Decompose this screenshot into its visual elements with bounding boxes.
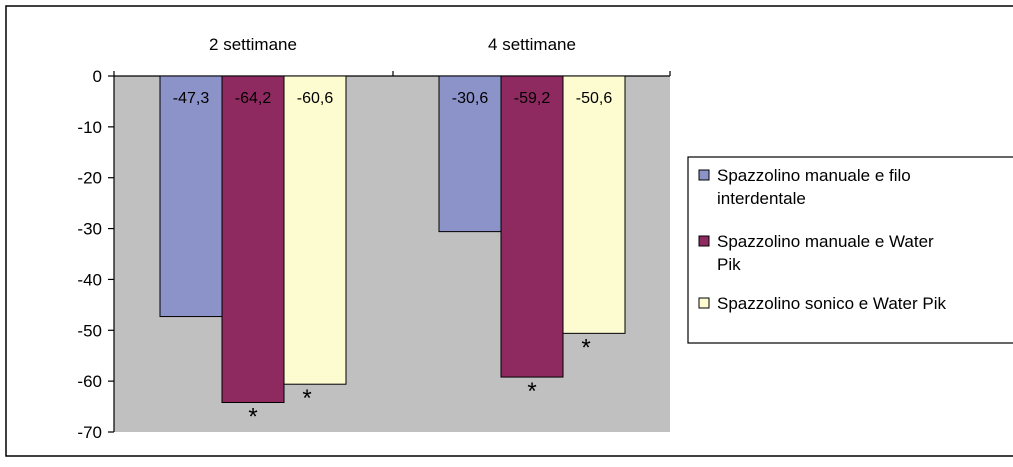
legend-box [687,156,1013,344]
y-tick-label: -40 [77,270,102,289]
bar-value-label: -50,6 [576,90,613,107]
bar [500,75,564,378]
legend-label: Spazzolino sonico e Water Pik [717,294,946,313]
bar [283,75,347,385]
x-category-label: 2 settimane [209,35,297,54]
bar [562,75,626,334]
significance-marker: * [248,404,257,431]
legend-label: Spazzolino manuale e Water [717,232,934,251]
legend-label: Pik [717,255,741,274]
legend-swatch [698,169,710,181]
y-tick-label: 0 [93,67,102,86]
legend-swatch [698,297,710,309]
bar-value-label: -47,3 [173,90,210,107]
bar [438,75,502,233]
x-category-label: 4 settimane [488,35,576,54]
bar-value-label: -60,6 [297,90,334,107]
y-tick-label: -20 [77,169,102,188]
y-tick-label: -10 [77,118,102,137]
significance-marker: * [527,378,536,405]
bar-value-label: -30,6 [452,90,489,107]
bar-value-label: -59,2 [514,90,551,107]
significance-marker: * [302,385,311,412]
y-tick-label: -70 [77,423,102,442]
bar [221,75,285,404]
bar [159,75,223,318]
y-tick-label: -60 [77,372,102,391]
y-tick-label: -30 [77,220,102,239]
bar-value-label: -64,2 [235,90,272,107]
significance-marker: * [581,334,590,361]
legend-label: Spazzolino manuale e filo [717,166,911,185]
legend-label: interdentale [717,189,806,208]
y-tick-label: -50 [77,321,102,340]
legend-swatch [698,235,710,247]
